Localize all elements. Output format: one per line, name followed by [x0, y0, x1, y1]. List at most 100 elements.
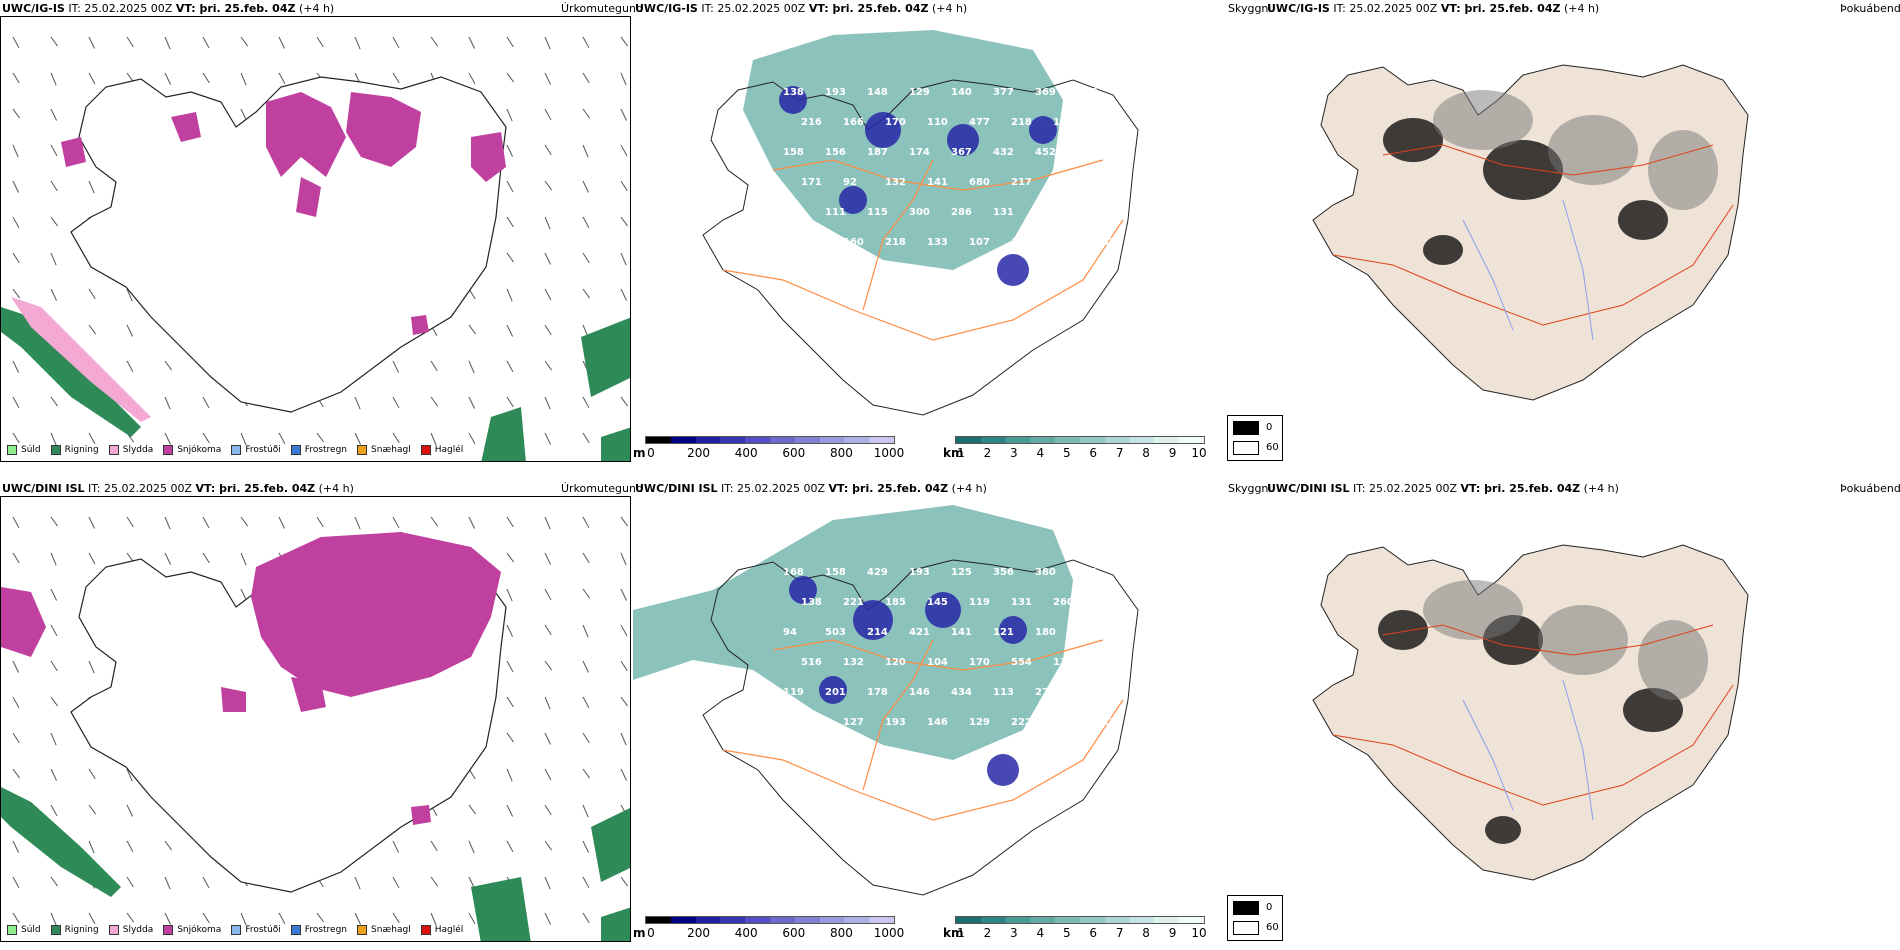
colorbar-unit: km [943, 926, 964, 940]
wind-barb [278, 432, 286, 444]
colorbar-segment [794, 437, 820, 443]
cloud-base-label: 367 [951, 147, 972, 158]
wind-barb [468, 912, 476, 924]
precip-legend-item: Slydda [108, 925, 153, 935]
init-time: IT: 25.02.2025 00Z [88, 482, 193, 495]
colorbar-segment [1030, 437, 1056, 443]
precip-legend: Súld Rigning Slydda Snjókoma Frostúði Frostre… [7, 925, 463, 935]
cloud-base-label: 127 [843, 717, 864, 728]
wind-barb [164, 840, 173, 851]
wind-barb [544, 432, 552, 445]
wind-barb [620, 144, 628, 156]
colorbar-segment [769, 917, 795, 923]
colorbar-strip [955, 436, 1205, 444]
roads [1332, 144, 1734, 326]
cloud-base-label: 136 [801, 717, 822, 728]
precip-legend-item: Rigning [50, 925, 99, 935]
legend-label: Frostúði [245, 925, 281, 935]
wind-barb [12, 252, 20, 264]
wind-barb [164, 396, 171, 410]
colorbar-segment [956, 917, 981, 923]
cloud-base-label: 170 [885, 117, 906, 128]
wind-barb [544, 216, 551, 230]
wind-barb [506, 624, 514, 637]
cloud-base-label: 380 [1035, 567, 1056, 578]
precip-legend-item: Súld [7, 445, 41, 455]
precip-legend-item: Haglél [420, 445, 463, 455]
colorbar-segment [695, 917, 721, 923]
valid-time: VT: þri. 25.feb. 04Z [828, 482, 949, 495]
wind-barb [430, 36, 439, 47]
wind-barb [506, 588, 513, 602]
colorbar-unit: m [633, 446, 646, 460]
cloud-base-patches [789, 576, 1027, 786]
cloud-base-label: 70 [825, 747, 839, 758]
wind-barb [12, 552, 20, 564]
lead-offset: (+4 h) [318, 482, 354, 495]
cloud-base-label: 221 [843, 597, 864, 608]
wind-barb [88, 180, 95, 194]
model-name: UWC/DINI ISL [2, 482, 85, 495]
legend-swatch [50, 925, 61, 935]
wind-barb [50, 516, 59, 527]
colorbar-tick: 600 [782, 926, 806, 940]
fog-legend-label: 60 [1266, 922, 1279, 933]
cloud-base-label: 158 [783, 147, 804, 158]
wind-barb [620, 876, 629, 887]
cloud-base-label: 193 [885, 717, 906, 728]
wind-barb [88, 432, 96, 444]
wind-barb [164, 912, 172, 925]
wind-barb [582, 288, 591, 299]
wind-barb [164, 72, 172, 85]
legend-swatch [420, 925, 431, 935]
wind-barb [126, 912, 135, 923]
wind-barb [316, 432, 325, 443]
visibility-map: 138 193 148 129 140 377 369 103 216 166 170 110 477 2… [702, 30, 1139, 416]
init-time: IT: 25.02.2025 00Z [701, 2, 806, 15]
lead-offset: (+4 h) [1583, 482, 1619, 495]
wind-barb [88, 804, 97, 815]
wind-barb [126, 516, 134, 528]
cloud-base-label: 126 [1053, 177, 1074, 188]
cloud-base-labels: 138 193 148 129 140 377 369 103 216 166 170 110 477 2… [783, 87, 1116, 248]
wind-barb [620, 732, 627, 746]
valid-time: VT: þri. 25.feb. 04Z [808, 2, 929, 15]
colorbar-segment [1104, 437, 1130, 443]
precip-title: Úrkomutegund [561, 482, 643, 495]
cloud-base-label: 434 [951, 687, 972, 698]
wind-barb [582, 252, 590, 264]
vis-title: Skyggni [1228, 482, 1272, 495]
cloud-base-label: 429 [867, 567, 888, 578]
cloud-base-label: 133 [927, 237, 948, 248]
colorbar-tick: 5 [1062, 446, 1071, 460]
model-name: UWC/DINI ISL [635, 482, 718, 495]
cloud-base-label: 110 [1077, 687, 1098, 698]
wind-barb [620, 660, 628, 672]
wind-barb [468, 324, 477, 335]
wind-barb [506, 696, 514, 708]
valid-time: VT: þri. 25.feb. 04Z [1460, 482, 1581, 495]
wind-barb [620, 768, 628, 781]
wind-barb [582, 660, 590, 673]
cloud-base-label: 120 [885, 657, 906, 668]
wind-barb [468, 804, 477, 815]
cloud-base-label: 152 [1077, 147, 1098, 158]
wind-barb [164, 876, 171, 890]
wind-barb [582, 876, 590, 888]
cloud-base-label: 115 [1011, 237, 1032, 248]
model-name: UWC/DINI ISL [1267, 482, 1350, 495]
legend-swatch [7, 925, 17, 935]
wind-barb [620, 252, 627, 266]
cloud-base-label: 193 [825, 87, 846, 98]
legend-label: Snjókoma [177, 925, 222, 935]
row2-vis-panel: UWC/DINI ISL IT: 25.02.2025 00Z VT: þri.… [633, 480, 1271, 950]
wind-barb [582, 216, 590, 228]
wind-barb [392, 360, 400, 373]
wind-barb [506, 180, 514, 192]
cloud-base-label: 222 [1011, 717, 1032, 728]
wind-barb [240, 36, 249, 47]
snow-areas [1, 532, 501, 825]
wind-barb [12, 108, 21, 119]
model-name: UWC/IG-IS [1267, 2, 1330, 15]
cloud-base-label: 132 [885, 177, 906, 188]
